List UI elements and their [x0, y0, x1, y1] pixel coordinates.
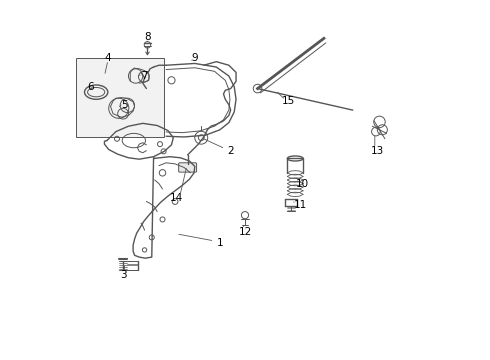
Text: 4: 4 — [105, 53, 111, 63]
Text: 14: 14 — [170, 193, 183, 203]
Text: 9: 9 — [192, 53, 198, 63]
Text: 8: 8 — [144, 32, 151, 41]
Text: 5: 5 — [122, 100, 128, 110]
Text: 7: 7 — [141, 71, 148, 81]
Text: 1: 1 — [217, 238, 223, 248]
Text: 2: 2 — [227, 146, 234, 156]
FancyBboxPatch shape — [143, 68, 155, 75]
Text: 15: 15 — [281, 96, 294, 106]
Text: 6: 6 — [87, 82, 94, 92]
Text: 3: 3 — [120, 270, 126, 280]
Text: 11: 11 — [294, 200, 307, 210]
FancyBboxPatch shape — [179, 163, 196, 172]
Text: 10: 10 — [296, 179, 309, 189]
FancyBboxPatch shape — [76, 58, 164, 137]
Text: 12: 12 — [238, 227, 252, 237]
Text: 13: 13 — [371, 146, 384, 156]
